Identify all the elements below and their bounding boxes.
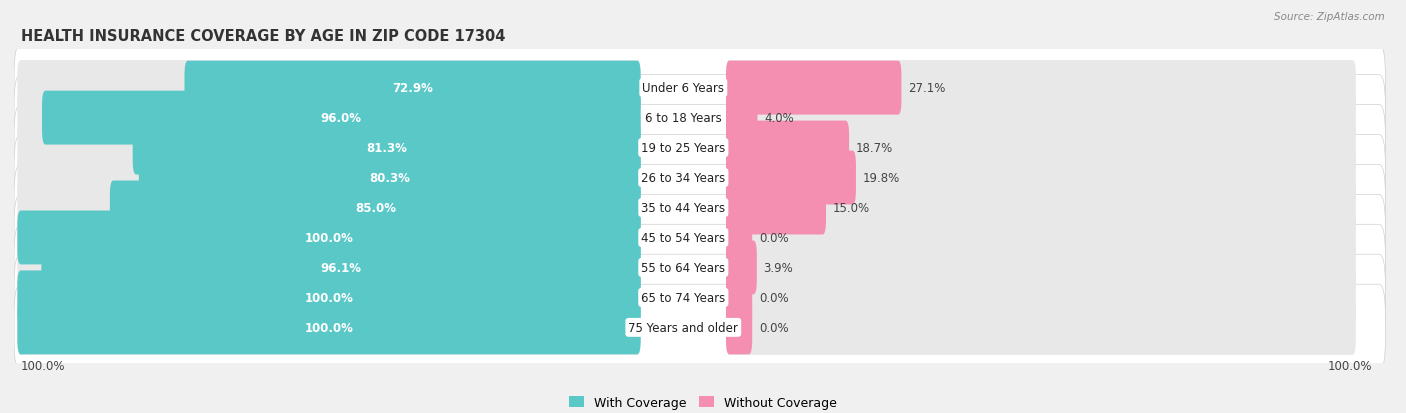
FancyBboxPatch shape xyxy=(17,121,641,176)
Text: 6 to 18 Years: 6 to 18 Years xyxy=(645,112,721,125)
FancyBboxPatch shape xyxy=(42,91,641,145)
Text: 0.0%: 0.0% xyxy=(759,291,789,304)
FancyBboxPatch shape xyxy=(725,62,901,115)
Text: 100.0%: 100.0% xyxy=(305,291,353,304)
FancyBboxPatch shape xyxy=(725,241,756,295)
Text: 96.0%: 96.0% xyxy=(321,112,361,125)
FancyBboxPatch shape xyxy=(725,270,1355,325)
FancyBboxPatch shape xyxy=(725,121,849,175)
FancyBboxPatch shape xyxy=(725,180,1355,235)
FancyBboxPatch shape xyxy=(17,271,641,325)
Text: 85.0%: 85.0% xyxy=(354,202,395,214)
FancyBboxPatch shape xyxy=(14,255,1385,341)
Text: 26 to 34 Years: 26 to 34 Years xyxy=(641,172,725,185)
FancyBboxPatch shape xyxy=(17,151,641,206)
Text: 100.0%: 100.0% xyxy=(305,321,353,334)
FancyBboxPatch shape xyxy=(725,151,856,205)
FancyBboxPatch shape xyxy=(14,105,1385,191)
FancyBboxPatch shape xyxy=(17,180,641,235)
Text: 81.3%: 81.3% xyxy=(366,142,408,155)
FancyBboxPatch shape xyxy=(725,91,1355,146)
Text: 80.3%: 80.3% xyxy=(370,172,411,185)
FancyBboxPatch shape xyxy=(132,121,641,175)
Text: 4.0%: 4.0% xyxy=(763,112,794,125)
FancyBboxPatch shape xyxy=(725,181,827,235)
Text: 100.0%: 100.0% xyxy=(21,359,65,372)
Text: 3.9%: 3.9% xyxy=(763,261,793,274)
FancyBboxPatch shape xyxy=(14,45,1385,131)
Text: 45 to 54 Years: 45 to 54 Years xyxy=(641,231,725,244)
Text: 15.0%: 15.0% xyxy=(832,202,870,214)
FancyBboxPatch shape xyxy=(14,285,1385,370)
FancyBboxPatch shape xyxy=(139,151,641,205)
FancyBboxPatch shape xyxy=(725,301,752,354)
Text: 35 to 44 Years: 35 to 44 Years xyxy=(641,202,725,214)
Text: 0.0%: 0.0% xyxy=(759,231,789,244)
Text: 27.1%: 27.1% xyxy=(908,82,945,95)
Text: 65 to 74 Years: 65 to 74 Years xyxy=(641,291,725,304)
FancyBboxPatch shape xyxy=(14,165,1385,251)
Text: 19.8%: 19.8% xyxy=(862,172,900,185)
FancyBboxPatch shape xyxy=(725,300,1355,355)
Text: 100.0%: 100.0% xyxy=(1327,359,1372,372)
FancyBboxPatch shape xyxy=(725,91,758,145)
FancyBboxPatch shape xyxy=(14,135,1385,221)
FancyBboxPatch shape xyxy=(14,225,1385,311)
FancyBboxPatch shape xyxy=(17,91,641,146)
Text: 75 Years and older: 75 Years and older xyxy=(628,321,738,334)
FancyBboxPatch shape xyxy=(184,62,641,115)
Legend: With Coverage, Without Coverage: With Coverage, Without Coverage xyxy=(564,391,842,413)
Text: 100.0%: 100.0% xyxy=(305,231,353,244)
Text: Under 6 Years: Under 6 Years xyxy=(643,82,724,95)
FancyBboxPatch shape xyxy=(17,211,641,265)
FancyBboxPatch shape xyxy=(14,75,1385,161)
FancyBboxPatch shape xyxy=(17,270,641,325)
FancyBboxPatch shape xyxy=(725,240,1355,295)
FancyBboxPatch shape xyxy=(110,181,641,235)
FancyBboxPatch shape xyxy=(725,151,1355,206)
Text: 19 to 25 Years: 19 to 25 Years xyxy=(641,142,725,155)
Text: 18.7%: 18.7% xyxy=(856,142,893,155)
Text: 72.9%: 72.9% xyxy=(392,82,433,95)
FancyBboxPatch shape xyxy=(17,301,641,354)
FancyBboxPatch shape xyxy=(17,300,641,355)
Text: 96.1%: 96.1% xyxy=(321,261,361,274)
FancyBboxPatch shape xyxy=(17,240,641,295)
FancyBboxPatch shape xyxy=(17,210,641,266)
FancyBboxPatch shape xyxy=(17,61,641,116)
Text: 55 to 64 Years: 55 to 64 Years xyxy=(641,261,725,274)
FancyBboxPatch shape xyxy=(725,211,752,265)
Text: HEALTH INSURANCE COVERAGE BY AGE IN ZIP CODE 17304: HEALTH INSURANCE COVERAGE BY AGE IN ZIP … xyxy=(21,29,506,44)
Text: 0.0%: 0.0% xyxy=(759,321,789,334)
FancyBboxPatch shape xyxy=(725,210,1355,266)
FancyBboxPatch shape xyxy=(725,271,752,325)
FancyBboxPatch shape xyxy=(41,241,641,295)
FancyBboxPatch shape xyxy=(725,61,1355,116)
FancyBboxPatch shape xyxy=(725,121,1355,176)
FancyBboxPatch shape xyxy=(14,195,1385,281)
Text: Source: ZipAtlas.com: Source: ZipAtlas.com xyxy=(1274,12,1385,22)
